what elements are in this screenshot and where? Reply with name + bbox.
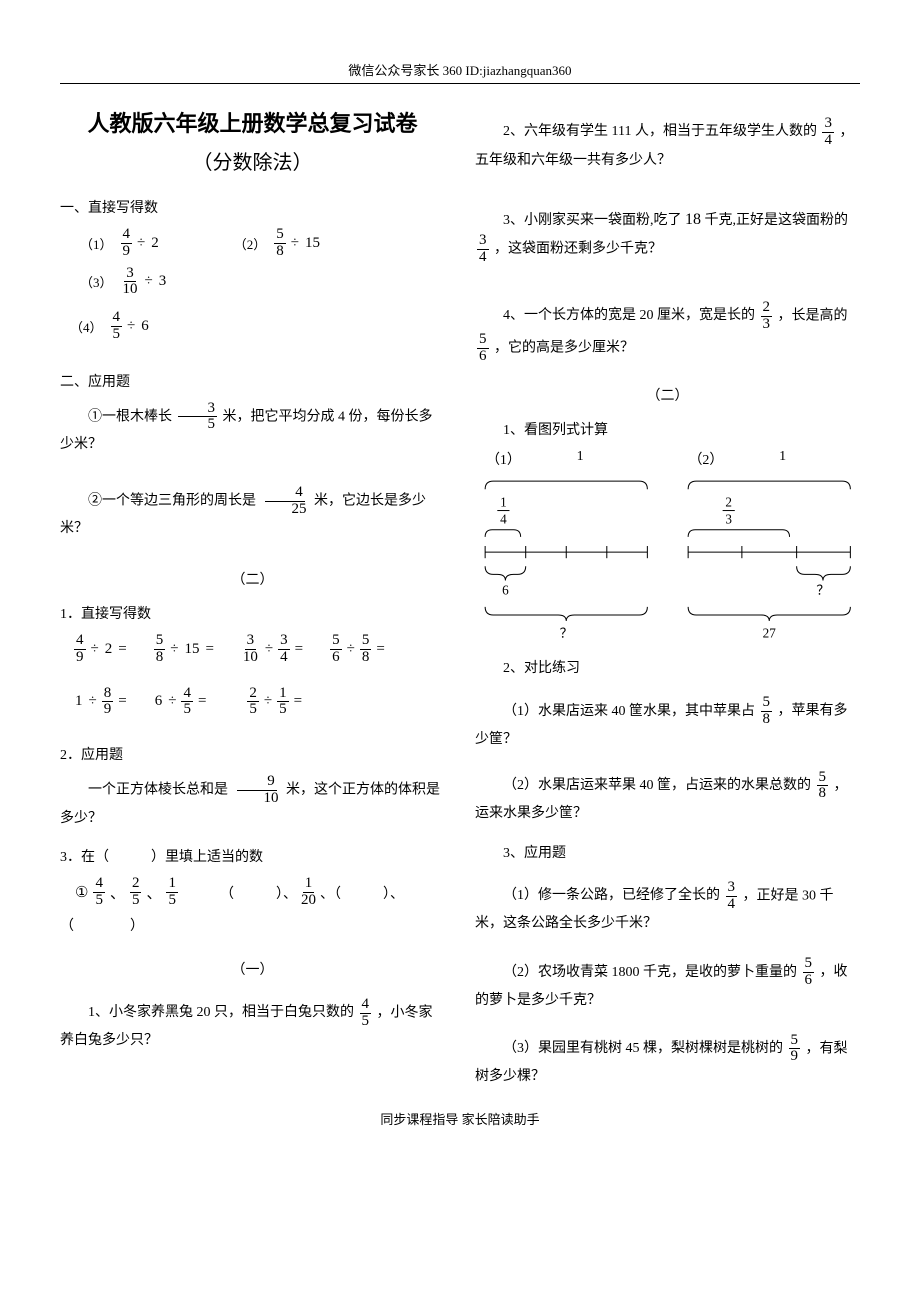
calc-item: 49 ÷ 2 =	[72, 633, 130, 666]
page-root: 微信公众号家长 360 ID:jiazhangquan360 人教版六年级上册数…	[0, 0, 920, 1168]
sequence-row-2: （ ）	[60, 915, 445, 935]
p2-s2-heading: 2．应用题	[60, 744, 445, 764]
question: 2、六年级有学生 111 人，相当于五年级学生人数的 34 ，五年级和六年级一共…	[475, 116, 860, 172]
question: 一个正方体棱长总和是 910 米，这个正方体的体积是多少？	[60, 774, 445, 830]
diagram-heading: 1、看图列式计算	[475, 419, 860, 439]
fraction: 425	[262, 485, 309, 518]
section-1-heading: 一、直接写得数	[60, 197, 445, 217]
calc-item: 56 ÷ 58 =	[328, 633, 388, 666]
section-2-heading: 二、应用题	[60, 371, 445, 391]
calc-item: 6 ÷ 45 =	[152, 686, 210, 719]
calc-item: （3） 310 ÷ 3	[80, 266, 169, 299]
question: （3）果园里有桃树 45 棵，梨树棵树是桃树的 59 ，有梨树多少棵？	[475, 1033, 860, 1089]
question: （1）水果店运来 40 筐水果，其中苹果占 58 ，苹果有多少筐？	[475, 695, 860, 751]
svg-text:1: 1	[500, 494, 507, 509]
calc-item: 25 ÷ 15 =	[245, 686, 305, 719]
calc-row-1: （1） 49 ÷ 2 （2） 58 ÷ 15 （3） 310 ÷ 3	[80, 227, 445, 304]
diagram-svg: 1 4 6	[475, 471, 658, 643]
fraction: 310	[121, 266, 140, 299]
diagram-1: （1） 1 1 4	[475, 449, 658, 643]
calc-item: 58 ÷ 15 =	[152, 633, 217, 666]
part-label: （二）	[60, 569, 445, 589]
page-header: 微信公众号家长 360 ID:jiazhangquan360	[60, 60, 860, 84]
compare-heading: 2、对比练习	[475, 657, 860, 677]
doc-title: 人教版六年级上册数学总复习试卷	[60, 106, 445, 138]
calc-row: 1 ÷ 89 = 6 ÷ 45 = 25 ÷ 15 =	[72, 686, 445, 725]
svg-text:3: 3	[725, 512, 732, 527]
diagram-2: （2） 1 2 3	[678, 449, 861, 643]
question: 1、小冬家养黑兔 20 只，相当于白兔只数的 45 ，小冬家养白兔多少只？	[60, 997, 445, 1053]
left-column: 人教版六年级上册数学总复习试卷 （分数除法） 一、直接写得数 （1） 49 ÷ …	[60, 98, 445, 1095]
question: （2）水果店运来苹果 40 筐，占运来的水果总数的 58 ，运来水果多少筐？	[475, 770, 860, 826]
calc-row-2: （4） 45 ÷ 6	[70, 310, 445, 349]
question: ①一根木棒长 35 米，把它平均分成 4 份，每份长多少米？	[60, 401, 445, 457]
question: 3、小刚家买来一袋面粉,吃了 18 千克,正好是这袋面粉的 34 ，这袋面粉还剩…	[475, 206, 860, 266]
calc-item: （4） 45 ÷ 6	[70, 310, 152, 343]
svg-text:？: ？	[816, 583, 829, 598]
fraction: 58	[274, 227, 286, 260]
calc-item: 1 ÷ 89 =	[72, 686, 130, 719]
fraction: 35	[178, 401, 218, 434]
question: ②一个等边三角形的周长是 425 米，它边长是多少米？	[60, 485, 445, 541]
svg-text:2: 2	[725, 494, 732, 509]
calc-item: 310 ÷ 34 =	[239, 633, 306, 666]
calc-row: 49 ÷ 2 = 58 ÷ 15 = 310 ÷ 34 =	[72, 633, 445, 672]
svg-text:27: 27	[762, 625, 776, 640]
fraction: 45	[111, 310, 123, 343]
calc-item: （2） 58 ÷ 15	[234, 227, 323, 260]
sequence-row: ① 45、 25、 15 （ ）、 120 、（ ）、	[72, 876, 445, 909]
p2-s1-heading: 1．直接写得数	[60, 603, 445, 623]
right-column: 2、六年级有学生 111 人，相当于五年级学生人数的 34 ，五年级和六年级一共…	[475, 98, 860, 1095]
part-label: （二）	[475, 385, 860, 405]
page-footer: 同步课程指导 家长陪读助手	[60, 1095, 860, 1138]
app-heading: 3、应用题	[475, 842, 860, 862]
question: 4、一个长方体的宽是 20 厘米，宽是长的 23 ，长是高的 56 ，它的高是多…	[475, 300, 860, 365]
two-column-layout: 人教版六年级上册数学总复习试卷 （分数除法） 一、直接写得数 （1） 49 ÷ …	[60, 98, 860, 1095]
part-label: （一）	[60, 959, 445, 979]
doc-subtitle: （分数除法）	[60, 146, 445, 175]
question: （1）修一条公路，已经修了全长的 34 ，正好是 30 千米，这条公路全长多少千…	[475, 880, 860, 936]
svg-text:6: 6	[502, 583, 509, 598]
question: （2）农场收青菜 1800 千克，是收的萝卜重量的 56 ，收的萝卜是多少千克？	[475, 956, 860, 1012]
svg-text:？: ？	[560, 625, 573, 640]
svg-text:4: 4	[500, 512, 507, 527]
diagram-pair: （1） 1 1 4	[475, 449, 860, 643]
fraction: 49	[121, 227, 133, 260]
calc-item: （1） 49 ÷ 2	[80, 227, 162, 260]
diagram-svg: 2 3 ？ 27	[678, 471, 861, 643]
p2-s3-heading: 3．在（ ）里填上适当的数	[60, 846, 445, 866]
